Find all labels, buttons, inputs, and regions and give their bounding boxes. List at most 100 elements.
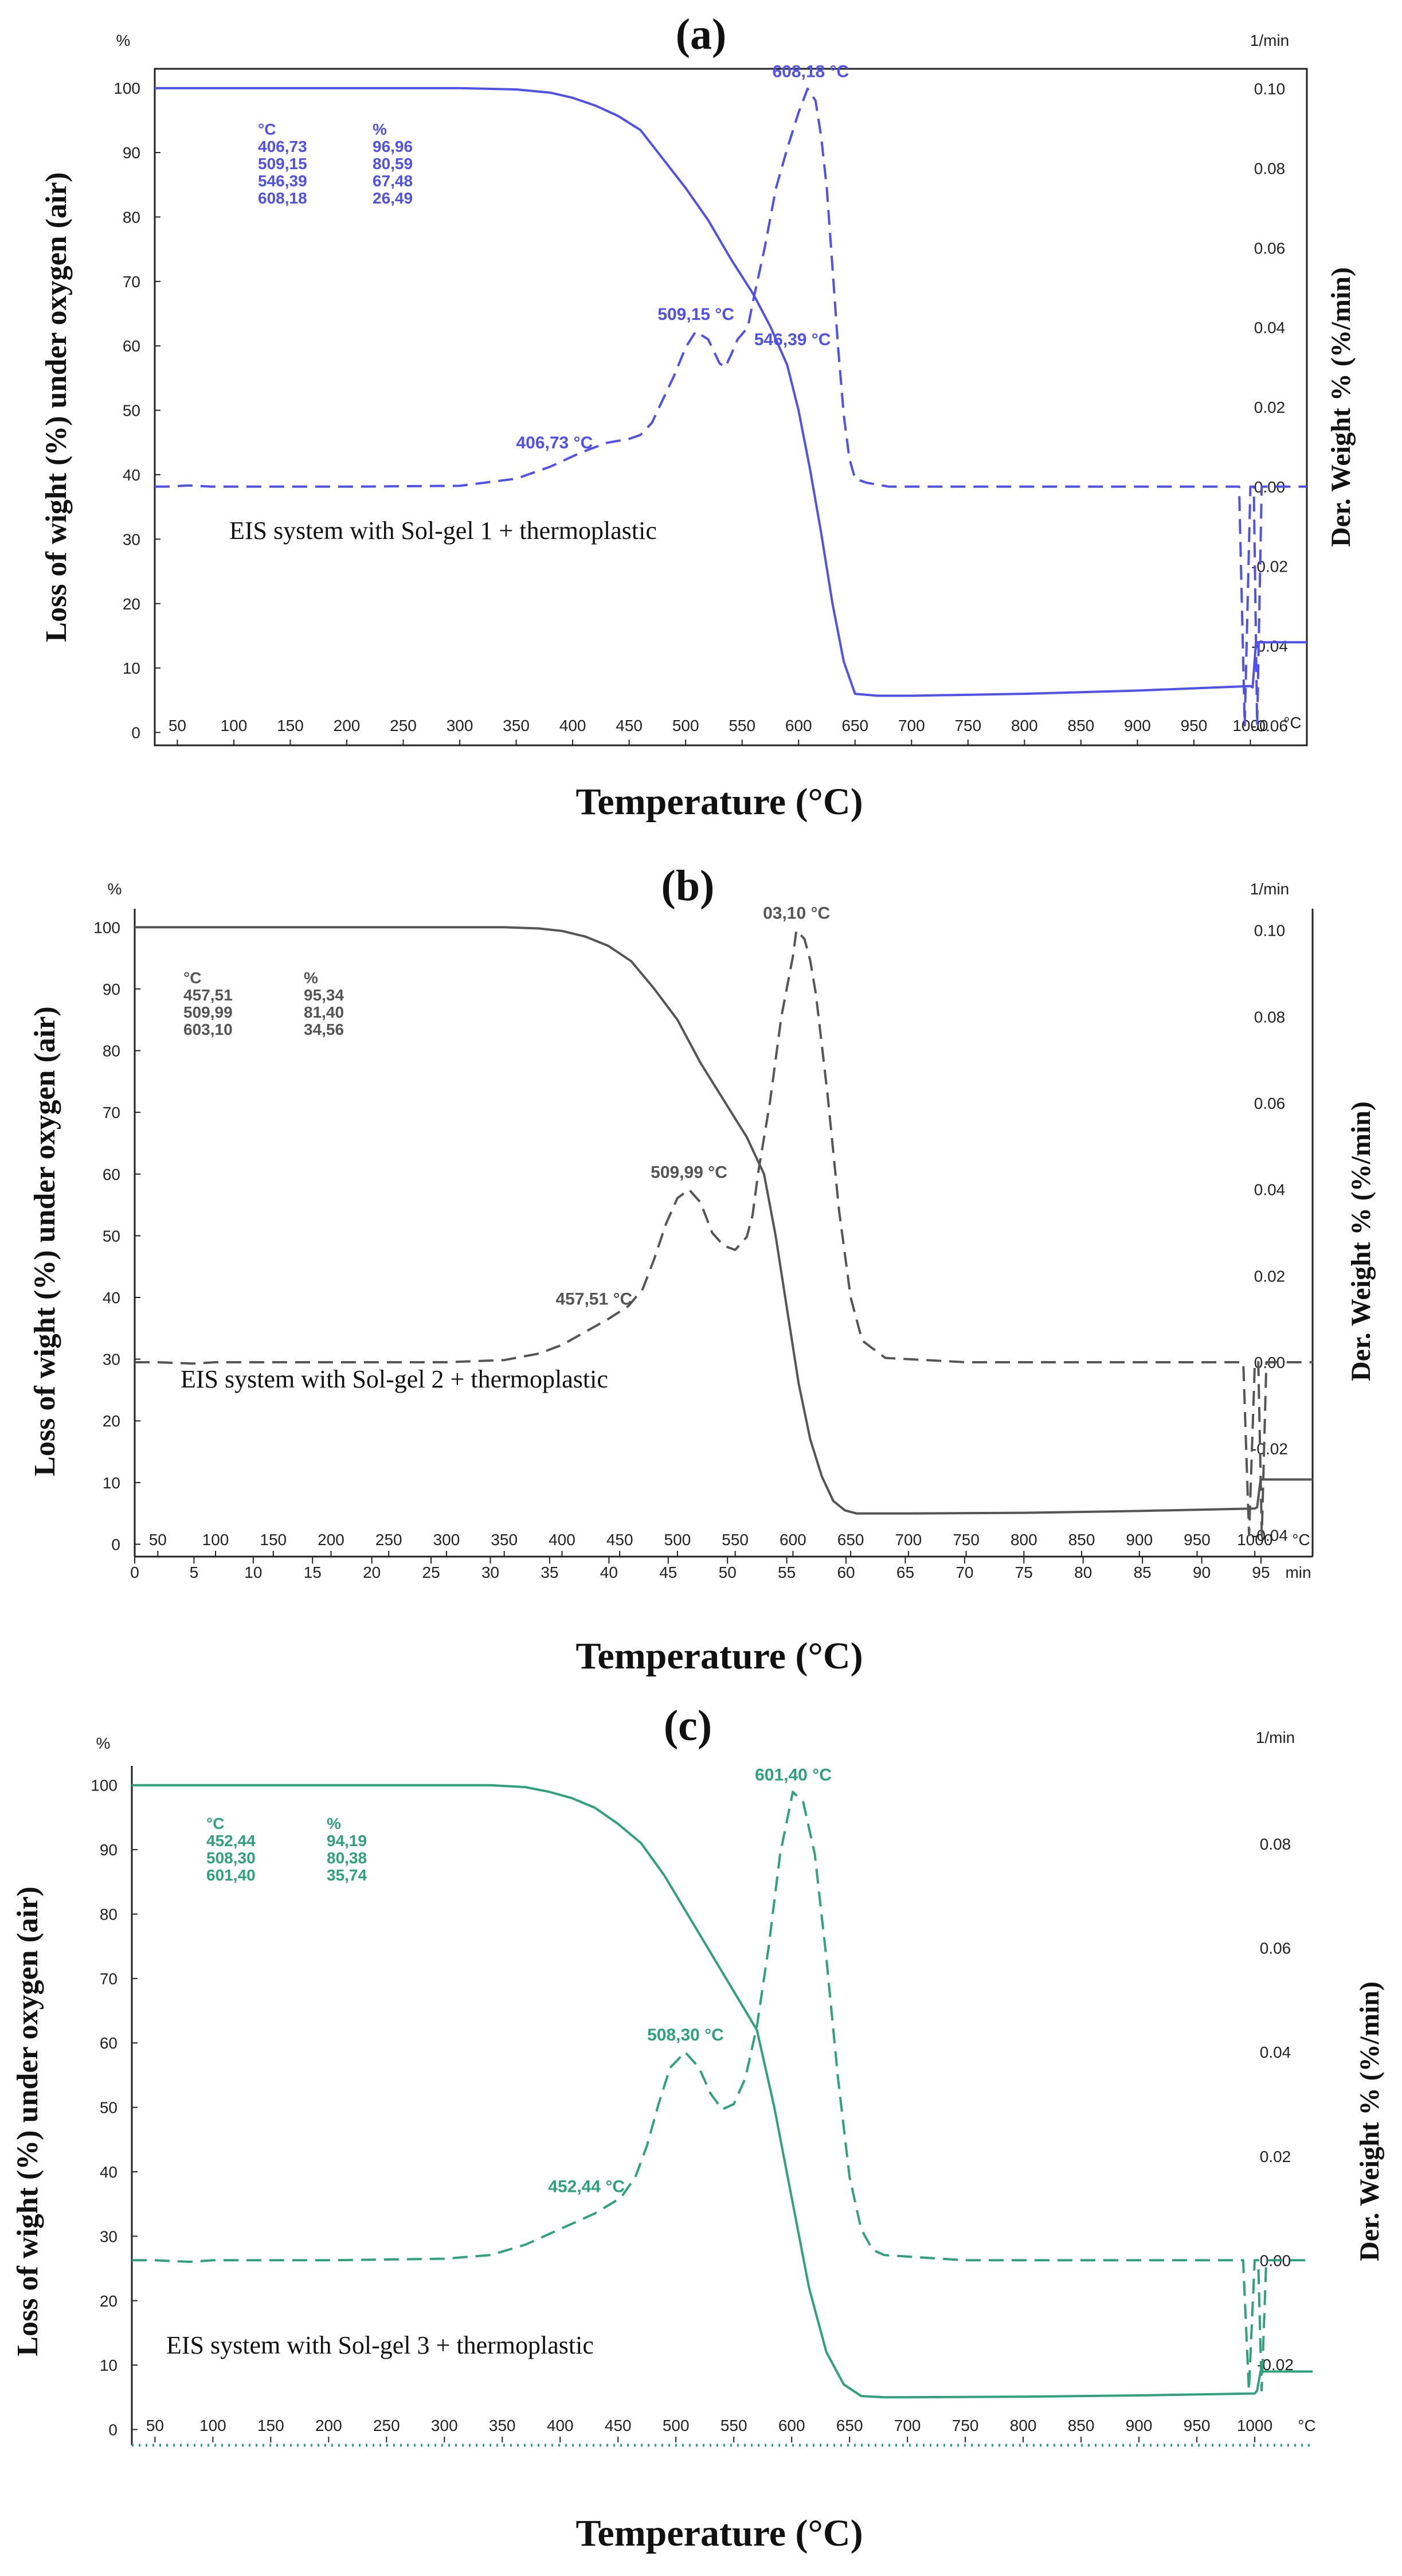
peak-label: 509,15 °C — [657, 305, 734, 324]
x-tick-label: 650 — [841, 717, 868, 734]
table-cell: 508,30 — [206, 1849, 256, 1867]
derivative-weight-line — [132, 1791, 1313, 2392]
x-tick-label: 1000 — [1237, 1531, 1272, 1549]
x-tick-label: 600 — [780, 1531, 806, 1549]
table-header: % — [327, 1815, 341, 1832]
y-tick-label: 30 — [123, 530, 140, 548]
weight-loss-line — [155, 87, 1307, 697]
y2-tick-label: 0.02 — [1260, 2148, 1291, 2165]
table-cell: 35,74 — [327, 1866, 367, 1884]
table-cell: 96,96 — [373, 138, 413, 155]
x-tick-label: 950 — [1184, 1531, 1211, 1549]
x-tick-label: 400 — [547, 2417, 574, 2434]
x-tick-label: 50 — [149, 1531, 167, 1549]
y-unit: % — [96, 1734, 111, 1752]
x-tick-label: 750 — [952, 2417, 979, 2434]
y-tick-label: 100 — [91, 1777, 118, 1795]
table-cell: 34,56 — [304, 1021, 344, 1038]
table-cell: 26,49 — [373, 189, 413, 207]
chart-panel-b: 0 10 20 30 40 50 60 70 80 90 100 0.10 0.08 0.06 0.04 0… — [0, 854, 1402, 1697]
x-tick-label: 850 — [1068, 2417, 1095, 2434]
x-tick-label: 400 — [559, 717, 586, 734]
x-tick-label: 250 — [390, 717, 417, 734]
x-tick-label: 350 — [503, 717, 530, 734]
derivative-weight-line — [155, 87, 1307, 727]
x-axis-label: Temperature (°C) — [575, 781, 863, 823]
y-tick-label: 50 — [100, 2099, 118, 2117]
x2-tick-label: 85 — [1134, 1563, 1152, 1581]
y2-tick-label: 0.10 — [1254, 922, 1286, 940]
peak-label: 546,39 °C — [754, 330, 831, 349]
x2-tick-label: 60 — [837, 1563, 855, 1581]
y2-tick-label: 0.06 — [1254, 1094, 1286, 1112]
y2-unit: 1/min — [1256, 1729, 1295, 1746]
y2-tick-label: 0.06 — [1260, 1940, 1291, 1957]
x-tick-label: 650 — [837, 1531, 864, 1549]
table-cell: 406,73 — [258, 138, 307, 155]
y-tick-label: 20 — [100, 2292, 118, 2310]
y-unit: % — [116, 32, 131, 49]
x-tick-label: 50 — [169, 717, 186, 734]
y2-tick-label: 0.02 — [1254, 398, 1286, 416]
x-tick-label: 650 — [836, 2417, 863, 2434]
x-unit: °C — [1298, 2417, 1315, 2434]
x-tick-label: 700 — [895, 1531, 922, 1549]
y-tick-label: 40 — [100, 2163, 118, 2181]
chart-svg-a: 0 10 20 30 40 50 60 70 80 90 100 0.10 0.08 0.06 0.04 0… — [40, 10, 1356, 823]
x-tick-label: 550 — [722, 1531, 749, 1549]
x-tick-label: 600 — [778, 2417, 805, 2434]
y-tick-label: 20 — [103, 1412, 120, 1430]
peak-label: 601,40 °C — [755, 1765, 832, 1784]
peak-label: 509,99 °C — [651, 1163, 727, 1182]
table-cell: 457,51 — [183, 986, 233, 1004]
y-axis-label: Loss of wight (%) under oxygen (air) — [29, 1006, 61, 1476]
peak-label: 406,73 °C — [516, 433, 593, 452]
x2-tick-label: 70 — [955, 1563, 973, 1581]
table-cell: 80,59 — [373, 155, 413, 173]
table-header: % — [373, 120, 387, 138]
x-tick-label: 50 — [146, 2417, 164, 2434]
y2-axis-label: Der. Weight % (%/min) — [1354, 1981, 1385, 2261]
y-tick-label: 90 — [123, 144, 140, 162]
table-cell: 509,99 — [183, 1003, 233, 1021]
y-tick-label: 0 — [111, 1535, 120, 1553]
x-tick-label: 200 — [315, 2417, 342, 2434]
table-cell: 94,19 — [327, 1832, 367, 1850]
table-cell: 81,40 — [304, 1003, 344, 1021]
x2-tick-label: 35 — [541, 1563, 558, 1581]
x-tick-label: 800 — [1010, 2417, 1037, 2434]
y-tick-label: 20 — [123, 595, 140, 613]
x-tick-label: 900 — [1126, 1531, 1153, 1549]
x-tick-label: 1000 — [1237, 2417, 1272, 2434]
x-tick-label: 250 — [375, 1531, 402, 1549]
y2-tick-label: 0.10 — [1254, 80, 1286, 98]
y-tick-label: 100 — [93, 918, 120, 936]
y-tick-label: 40 — [123, 466, 140, 484]
x-tick-label: 250 — [373, 2417, 400, 2434]
x-tick-label: 550 — [729, 717, 755, 734]
x2-tick-label: 40 — [600, 1563, 618, 1581]
y2-tick-label: 0.08 — [1254, 1008, 1286, 1026]
x-tick-label: 200 — [318, 1531, 344, 1549]
x-tick-label: 900 — [1126, 2417, 1153, 2434]
table-cell: 67,48 — [373, 172, 413, 190]
x-tick-label: 150 — [260, 1531, 287, 1549]
x2-tick-label: 20 — [363, 1563, 381, 1581]
data-table: °C % 406,73 96,96 509,15 80,59 546,39 67,48 608,… — [258, 120, 413, 207]
x-unit: °C — [1292, 1531, 1310, 1549]
x-tick-label: 300 — [447, 717, 473, 734]
x-tick-label: 800 — [1011, 717, 1038, 734]
y-tick-label: 90 — [103, 980, 120, 998]
plot-frame — [154, 68, 1308, 746]
table-cell: 95,34 — [304, 986, 344, 1004]
y-tick-label: 80 — [100, 1905, 118, 1923]
peak-label: 452,44 °C — [548, 2177, 625, 2196]
panel-title: (b) — [661, 862, 715, 910]
y2-tick-label: -0.04 — [1251, 637, 1288, 655]
x-tick-label: 850 — [1068, 1531, 1095, 1549]
x-tick-label: 300 — [433, 1531, 460, 1549]
y2-tick-label: 0.04 — [1254, 1181, 1286, 1199]
table-cell: 80,38 — [327, 1849, 367, 1867]
peak-label: 457,51 °C — [555, 1290, 632, 1309]
